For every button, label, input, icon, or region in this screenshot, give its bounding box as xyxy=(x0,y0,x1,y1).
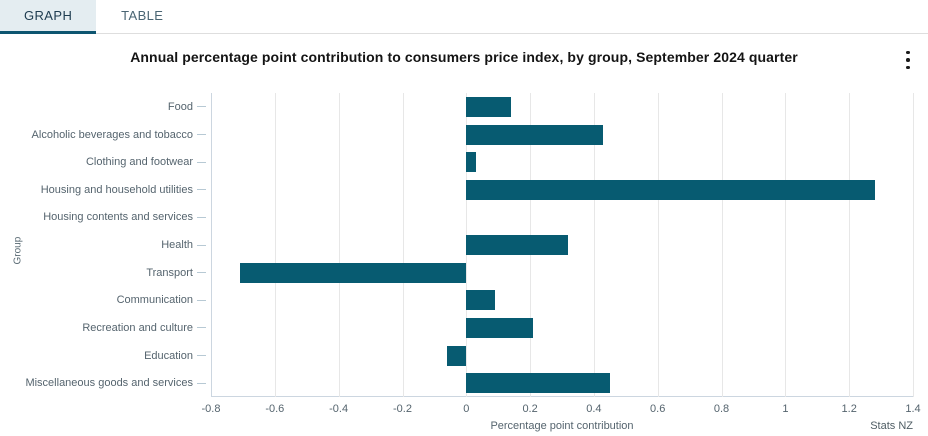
x-tick-label: 0.2 xyxy=(522,403,538,415)
bar-food[interactable] xyxy=(466,96,511,117)
x-axis-title: Percentage point contribution xyxy=(490,420,634,432)
category-label: Education xyxy=(144,349,193,362)
plot-area xyxy=(211,93,913,397)
category-label: Alcoholic beverages and tobacco xyxy=(31,128,193,141)
bar-communication[interactable] xyxy=(466,290,495,311)
gridline xyxy=(402,93,404,397)
x-tick-label: 1.4 xyxy=(905,403,921,415)
source-attribution: Stats NZ xyxy=(870,420,913,432)
x-tick-label: 1 xyxy=(782,403,789,415)
x-tick-label: -0.4 xyxy=(329,403,349,415)
x-tick-label: 1.2 xyxy=(841,403,857,415)
y-axis-tick xyxy=(197,299,206,301)
gridline xyxy=(721,93,723,397)
bar-clothing-and-footwear[interactable] xyxy=(466,152,476,173)
x-tick-label: -0.8 xyxy=(201,403,221,415)
bar-recreation-and-culture[interactable] xyxy=(466,317,534,338)
gridline xyxy=(593,93,595,397)
category-label: Housing contents and services xyxy=(43,211,193,224)
gridline xyxy=(274,93,276,397)
x-tick-label: 0.6 xyxy=(650,403,666,415)
tab-graph-label: GRAPH xyxy=(24,8,73,23)
kebab-dot xyxy=(906,65,910,70)
kebab-dot xyxy=(906,58,910,62)
category-label: Clothing and footwear xyxy=(85,156,193,169)
y-axis-tick xyxy=(197,106,206,108)
chart-header: Annual percentage point contribution to … xyxy=(0,34,928,80)
x-tick-label: 0.8 xyxy=(713,403,730,415)
y-axis-tick xyxy=(197,355,206,356)
y-axis-tick xyxy=(197,134,206,135)
category-label: Food xyxy=(167,100,193,113)
category-label: Transport xyxy=(146,266,193,279)
category-label: Miscellaneous goods and services xyxy=(25,377,193,390)
y-axis-tick xyxy=(197,244,206,246)
y-axis-tick xyxy=(197,161,206,163)
bar-alcoholic-beverages-and-tobacco[interactable] xyxy=(466,124,604,145)
y-axis-tick xyxy=(197,382,206,384)
category-label: Health xyxy=(161,239,193,251)
tab-table[interactable]: TABLE xyxy=(96,0,188,34)
bar-transport[interactable] xyxy=(239,262,467,283)
category-label: Housing and household utilities xyxy=(40,183,193,196)
y-axis-tick xyxy=(197,327,206,329)
y-axis-tick xyxy=(197,216,206,218)
bar-health[interactable] xyxy=(466,235,569,255)
gridline xyxy=(913,93,914,397)
y-axis-title: Group xyxy=(12,236,24,265)
y-axis-tick xyxy=(197,189,206,191)
bar-education[interactable] xyxy=(447,345,467,366)
tab-graph[interactable]: GRAPH xyxy=(0,0,97,34)
x-tick-label: -0.6 xyxy=(265,403,285,415)
bar-miscellaneous-goods-and-services[interactable] xyxy=(466,373,610,394)
y-axis-tick xyxy=(197,272,206,274)
chart-title: Annual percentage point contribution to … xyxy=(130,49,798,65)
gridline xyxy=(849,93,851,397)
gridline xyxy=(338,93,340,397)
x-tick-label: 0 xyxy=(463,403,470,415)
kebab-dot xyxy=(906,50,910,55)
kebab-menu-icon[interactable] xyxy=(901,48,915,72)
gridline xyxy=(785,93,787,397)
gridline xyxy=(657,93,659,397)
x-tick-label: 0.4 xyxy=(586,403,602,415)
tab-table-label: TABLE xyxy=(121,8,164,23)
category-label: Recreation and culture xyxy=(82,321,193,334)
category-label: Communication xyxy=(116,294,193,307)
tab-bar: GRAPH TABLE xyxy=(0,0,928,34)
x-tick-label: -0.2 xyxy=(393,403,412,415)
bar-housing-and-household-utilities[interactable] xyxy=(466,179,875,200)
